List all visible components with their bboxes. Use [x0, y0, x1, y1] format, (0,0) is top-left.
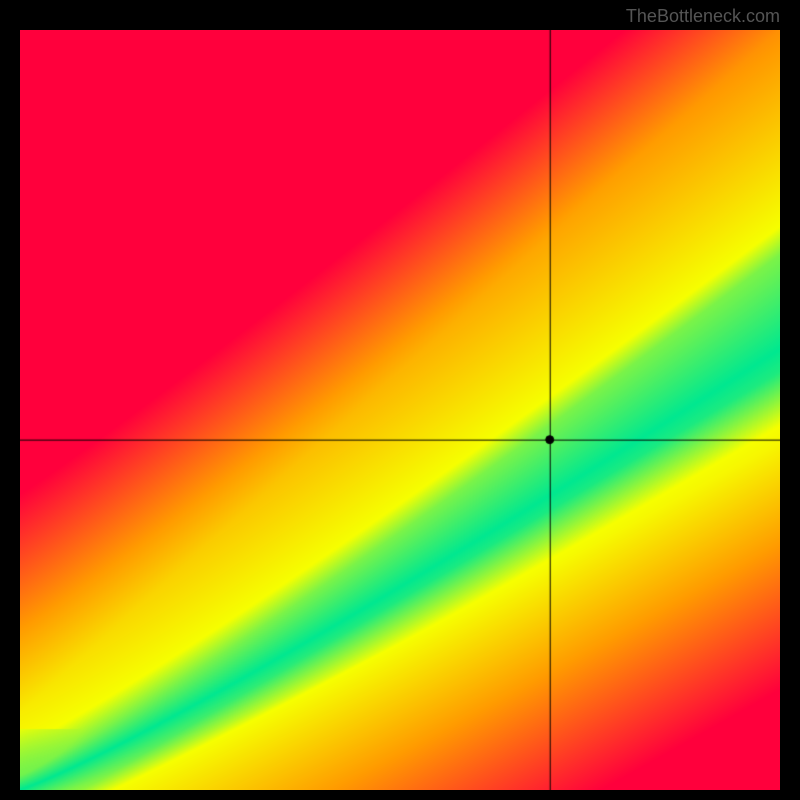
watermark-text: TheBottleneck.com	[626, 6, 780, 27]
crosshair-overlay	[20, 30, 780, 790]
plot-area	[20, 30, 780, 790]
chart-container: TheBottleneck.com	[0, 0, 800, 800]
